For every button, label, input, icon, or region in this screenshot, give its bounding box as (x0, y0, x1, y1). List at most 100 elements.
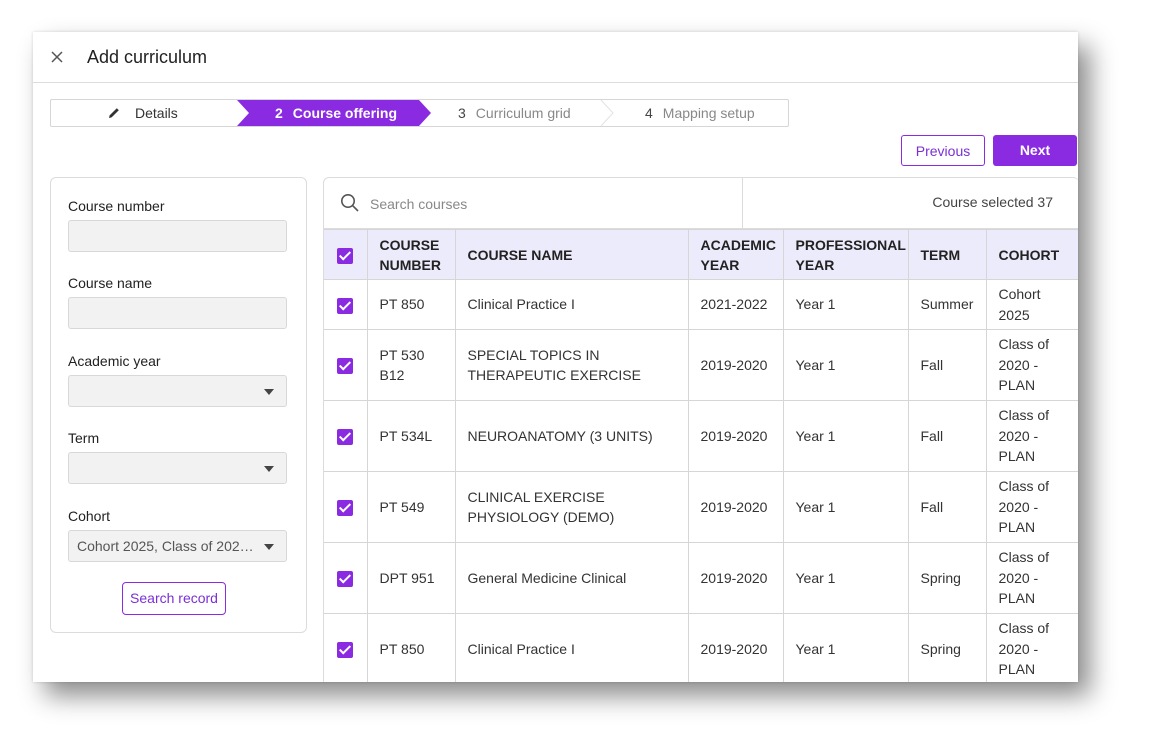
cohort-cell: Class of 2020 - PLAN (985, 613, 1078, 682)
search-bar: Course selected 37 (324, 178, 1078, 229)
course-name-cell: Clinical Practice I (454, 613, 689, 682)
cohort-cell: Class of 2020 - PLAN (985, 471, 1078, 543)
search-courses-input[interactable] (368, 190, 732, 218)
step-course-offering[interactable]: 2 Course offering (275, 100, 397, 126)
row-checkbox-cell[interactable] (324, 542, 368, 614)
course-name-cell: SPECIAL TOPICS IN THERAPEUTIC EXERCISE (454, 329, 689, 401)
table-row[interactable]: PT 549 CLINICAL EXERCISE PHYSIOLOGY (DEM… (324, 471, 1078, 543)
course-selected-count: Course selected 37 (932, 194, 1053, 210)
step-mapping-setup[interactable]: 4 Mapping setup (645, 100, 755, 126)
filter-panel: Course number Course name Academic year … (50, 177, 307, 633)
header-term[interactable]: TERM (907, 229, 987, 280)
academic-year-cell: 2019-2020 (687, 329, 784, 401)
term-cell: Spring (907, 613, 987, 682)
cohort-label: Cohort (68, 508, 111, 524)
term-cell: Fall (907, 329, 987, 401)
term-label: Term (68, 430, 100, 446)
header-course-name[interactable]: COURSE NAME (454, 229, 689, 280)
course-number-cell: PT 850 (366, 279, 456, 330)
cohort-cell: Cohort 2025 (985, 279, 1078, 330)
academic-year-cell: 2021-2022 (687, 279, 784, 330)
course-name-cell: CLINICAL EXERCISE PHYSIOLOGY (DEMO) (454, 471, 689, 543)
row-checkbox[interactable] (337, 500, 354, 517)
next-button[interactable]: Next (993, 135, 1077, 166)
professional-year-cell: Year 1 (782, 279, 909, 330)
row-checkbox-cell[interactable] (324, 471, 368, 543)
academic-year-cell: 2019-2020 (687, 471, 784, 543)
chevron-down-icon (264, 466, 274, 472)
step-number: 2 (275, 105, 283, 121)
course-number-field[interactable] (68, 220, 287, 252)
professional-year-cell: Year 1 (782, 329, 909, 401)
search-record-button[interactable]: Search record (122, 582, 226, 615)
add-curriculum-dialog: Add curriculum Details 2 Course offering … (33, 32, 1078, 682)
term-select[interactable] (68, 452, 287, 484)
row-checkbox[interactable] (337, 642, 354, 659)
academic-year-cell: 2019-2020 (687, 613, 784, 682)
cohort-cell: Class of 2020 - PLAN (985, 542, 1078, 614)
row-checkbox[interactable] (337, 358, 354, 375)
course-number-cell: PT 534L (366, 400, 456, 472)
term-cell: Spring (907, 542, 987, 614)
professional-year-cell: Year 1 (782, 400, 909, 472)
course-name-cell: Clinical Practice I (454, 279, 689, 330)
step-number: 4 (645, 105, 653, 121)
course-name-cell: NEUROANATOMY (3 UNITS) (454, 400, 689, 472)
table-row[interactable]: PT 850 Clinical Practice I 2019-2020 Yea… (324, 613, 1078, 682)
step-course-offering-label: Course offering (292, 105, 398, 121)
dialog-title: Add curriculum (87, 47, 208, 67)
close-icon[interactable] (49, 49, 65, 65)
cohort-value: Cohort 2025, Class of 2020 ... (77, 538, 257, 554)
row-checkbox-cell[interactable] (324, 279, 368, 330)
select-all-checkbox[interactable] (337, 247, 354, 264)
divider (742, 178, 743, 228)
term-cell: Summer (907, 279, 987, 330)
course-number-cell: PT 549 (366, 471, 456, 543)
row-checkbox[interactable] (337, 297, 354, 314)
professional-year-cell: Year 1 (782, 471, 909, 543)
row-checkbox-cell[interactable] (324, 613, 368, 682)
header-professional-year[interactable]: PROFESSIONAL YEAR (782, 229, 909, 280)
select-all-header[interactable] (324, 229, 368, 280)
search-icon (341, 194, 359, 212)
row-checkbox[interactable] (337, 571, 354, 588)
course-number-cell: DPT 951 (366, 542, 456, 614)
row-checkbox[interactable] (337, 429, 354, 446)
header-cohort[interactable]: COHORT (985, 229, 1078, 280)
step-curriculum-grid-label: Curriculum grid (475, 105, 571, 121)
academic-year-cell: 2019-2020 (687, 400, 784, 472)
chevron-down-icon (264, 544, 274, 550)
wizard-stepper: Details 2 Course offering 3 Curriculum gri… (50, 99, 789, 127)
table-row[interactable]: PT 534L NEUROANATOMY (3 UNITS) 2019-2020… (324, 400, 1078, 472)
academic-year-label: Academic year (68, 353, 161, 369)
step-details[interactable]: Details (107, 100, 178, 126)
chevron-down-icon (264, 389, 274, 395)
term-cell: Fall (907, 400, 987, 472)
table-row[interactable]: DPT 951 General Medicine Clinical 2019-2… (324, 542, 1078, 614)
step-curriculum-grid[interactable]: 3 Curriculum grid (458, 100, 571, 126)
course-table-panel: Course selected 37 COURSE NUMBER COURSE … (323, 177, 1078, 682)
step-number: 3 (458, 105, 466, 121)
academic-year-select[interactable] (68, 375, 287, 407)
step-mapping-setup-label: Mapping setup (662, 105, 755, 121)
cohort-cell: Class of 2020 - PLAN (985, 400, 1078, 472)
course-name-field[interactable] (68, 297, 287, 329)
pencil-icon (109, 108, 119, 118)
header-course-number[interactable]: COURSE NUMBER (366, 229, 456, 280)
header-academic-year[interactable]: ACADEMIC YEAR (687, 229, 784, 280)
table-row[interactable]: PT 530 B12 SPECIAL TOPICS IN THERAPEUTIC… (324, 329, 1078, 401)
row-checkbox-cell[interactable] (324, 400, 368, 472)
professional-year-cell: Year 1 (782, 613, 909, 682)
table-row[interactable]: PT 850 Clinical Practice I 2021-2022 Yea… (324, 279, 1078, 330)
course-number-cell: PT 530 B12 (366, 329, 456, 401)
dialog-header: Add curriculum (33, 32, 1078, 83)
course-table: COURSE NUMBER COURSE NAME ACADEMIC YEAR … (324, 229, 1078, 682)
cohort-cell: Class of 2020 - PLAN (985, 329, 1078, 401)
academic-year-cell: 2019-2020 (687, 542, 784, 614)
step-details-label: Details (135, 105, 178, 121)
term-cell: Fall (907, 471, 987, 543)
previous-button[interactable]: Previous (901, 135, 985, 166)
cohort-select[interactable]: Cohort 2025, Class of 2020 ... (68, 530, 287, 562)
course-number-cell: PT 850 (366, 613, 456, 682)
row-checkbox-cell[interactable] (324, 329, 368, 401)
